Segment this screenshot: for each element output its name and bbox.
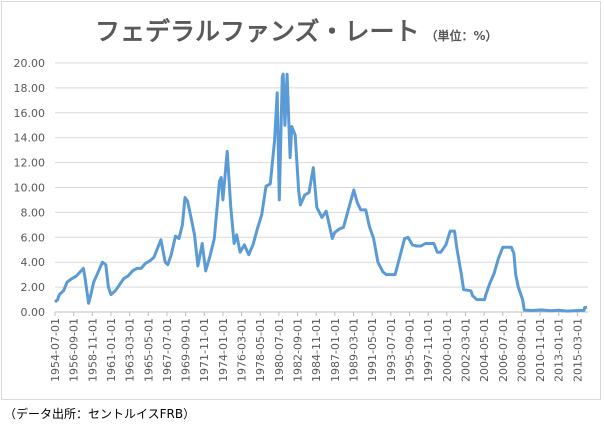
source-note: （データ出所：セントルイスFRB） <box>4 406 195 421</box>
x-tick-label: 2015-03-01 <box>571 318 584 382</box>
x-tick-label: 1993-07-01 <box>385 318 398 382</box>
x-tick-label: 1982-09-01 <box>292 318 305 382</box>
x-tick-label: 1976-03-01 <box>236 318 249 382</box>
x-tick-label: 2004-05-01 <box>478 318 491 382</box>
x-tick-label: 1974-01-01 <box>217 318 230 382</box>
chart-title: フェデラルファンズ・レート <box>95 17 420 46</box>
x-tick-label: 1958-11-01 <box>86 318 99 382</box>
y-tick-label: 10.00 <box>14 182 46 195</box>
x-tick-label: 1997-11-01 <box>422 318 435 382</box>
y-tick-label: 14.00 <box>14 132 46 145</box>
x-tick-label: 2006-07-01 <box>497 318 510 382</box>
x-tick-label: 1971-11-01 <box>198 318 211 382</box>
x-tick-label: 1995-09-01 <box>403 318 416 382</box>
x-tick-label: 1961-01-01 <box>105 318 118 382</box>
x-tick-label: 1980-07-01 <box>273 318 286 382</box>
x-tick-label: 1967-07-01 <box>161 318 174 382</box>
x-tick-label: 2010-11-01 <box>534 318 547 382</box>
y-tick-label: 16.00 <box>14 107 46 120</box>
x-tick-label: 1989-03-01 <box>348 318 361 382</box>
x-tick-label: 1963-03-01 <box>124 318 137 382</box>
chart-subtitle: （単位：%） <box>426 28 498 43</box>
data-line <box>53 72 588 313</box>
x-tick-label: 1991-05-01 <box>366 318 379 382</box>
x-tick-label: 1965-05-01 <box>142 318 155 382</box>
y-tick-label: 6.00 <box>21 231 46 244</box>
x-tick-label: 1984-11-01 <box>310 318 323 382</box>
x-tick-label: 1969-09-01 <box>180 318 193 382</box>
x-tick-label: 1954-07-01 <box>49 318 62 382</box>
x-tick-label: 2013-01-01 <box>553 318 566 382</box>
x-tick-label: 2002-03-01 <box>459 318 472 382</box>
x-tick-label: 2008-09-01 <box>515 318 528 382</box>
y-tick-label: 18.00 <box>14 82 46 95</box>
y-tick-label: 0.00 <box>21 306 46 319</box>
x-tick-label: 1978-05-01 <box>254 318 267 382</box>
y-tick-label: 4.00 <box>21 256 46 269</box>
x-tick-label: 2000-01-01 <box>441 318 454 382</box>
y-tick-label: 8.00 <box>21 206 46 219</box>
x-tick-label: 1956-09-01 <box>68 318 81 382</box>
y-tick-label: 20.00 <box>14 57 46 70</box>
y-tick-label: 2.00 <box>21 281 46 294</box>
y-tick-label: 12.00 <box>14 157 46 170</box>
x-tick-label: 1987-01-01 <box>329 318 342 382</box>
